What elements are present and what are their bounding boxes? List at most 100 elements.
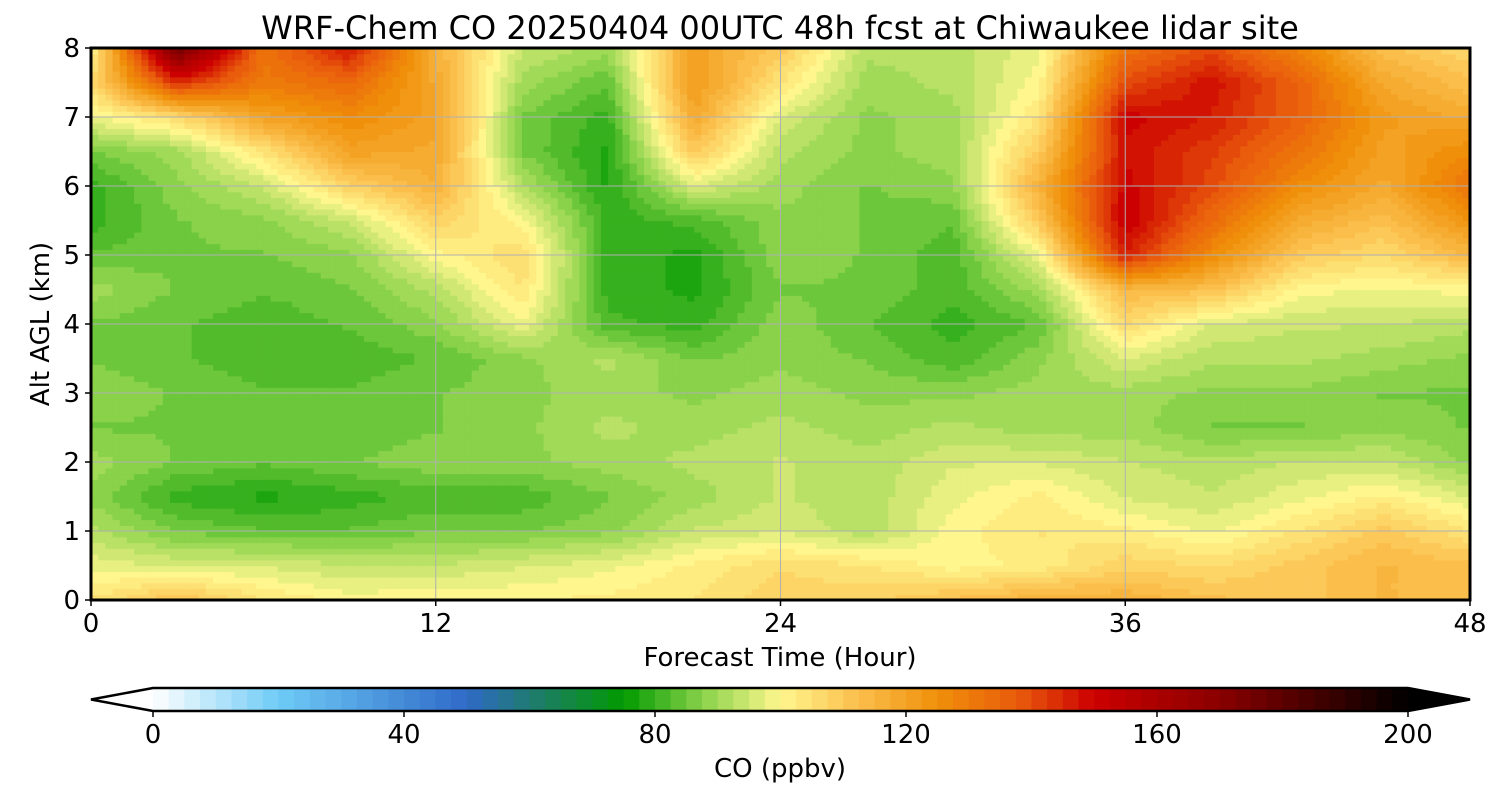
field-cell bbox=[766, 479, 774, 486]
field-cell bbox=[277, 565, 286, 572]
field-cell bbox=[1204, 582, 1213, 590]
field-cell bbox=[1319, 462, 1327, 469]
field-cell bbox=[407, 565, 415, 572]
field-cell bbox=[191, 496, 200, 503]
field-cell bbox=[1311, 467, 1320, 475]
field-cell bbox=[500, 531, 509, 538]
field-cell bbox=[823, 559, 832, 567]
field-cell bbox=[629, 485, 638, 492]
field-cell bbox=[191, 462, 200, 469]
field-cell bbox=[665, 513, 674, 521]
field-cell bbox=[787, 536, 796, 544]
field-cell bbox=[593, 467, 602, 475]
field-cell bbox=[198, 485, 207, 492]
field-cell bbox=[313, 462, 322, 469]
field-cell bbox=[1039, 502, 1047, 509]
field-cell bbox=[119, 485, 128, 492]
field-cell bbox=[715, 588, 724, 595]
field-cell bbox=[1197, 531, 1205, 538]
field-cell bbox=[1225, 525, 1234, 532]
field-cell bbox=[816, 554, 825, 561]
field-cell bbox=[823, 513, 832, 521]
field-cell bbox=[98, 594, 106, 600]
field-cell bbox=[198, 450, 207, 457]
field-cell bbox=[486, 485, 494, 492]
field-cell bbox=[1383, 513, 1392, 521]
field-cell bbox=[227, 582, 236, 590]
field-cell bbox=[758, 531, 767, 538]
field-cell bbox=[1398, 548, 1406, 555]
field-cell bbox=[471, 513, 480, 521]
field-cell bbox=[1074, 548, 1083, 555]
field-cell bbox=[1153, 496, 1162, 503]
field-cell bbox=[435, 588, 444, 595]
field-cell bbox=[1362, 519, 1371, 526]
field-cell bbox=[1376, 582, 1385, 590]
field-cell bbox=[866, 496, 875, 503]
field-cell bbox=[1118, 502, 1126, 509]
field-cell bbox=[794, 473, 803, 480]
field-cell bbox=[328, 508, 336, 515]
field-cell bbox=[794, 588, 803, 595]
field-cell bbox=[342, 548, 351, 555]
field-cell bbox=[1297, 542, 1306, 549]
field-cell bbox=[457, 548, 466, 555]
field-cell bbox=[514, 531, 523, 538]
field-cell bbox=[486, 467, 494, 475]
field-cell bbox=[1218, 565, 1227, 572]
field-cell bbox=[1247, 490, 1256, 498]
field-cell bbox=[1311, 462, 1320, 469]
field-cell bbox=[1441, 467, 1450, 475]
field-cell bbox=[320, 577, 329, 584]
field-cell bbox=[1304, 531, 1313, 538]
field-cell bbox=[335, 485, 343, 492]
field-cell bbox=[270, 525, 279, 532]
field-cell bbox=[184, 571, 193, 578]
field-cell bbox=[371, 473, 379, 480]
field-cell bbox=[1096, 536, 1105, 544]
field-cell bbox=[845, 548, 853, 555]
field-cell bbox=[220, 485, 229, 492]
field-cell bbox=[629, 525, 638, 532]
field-cell bbox=[1211, 594, 1220, 600]
field-cell bbox=[198, 473, 207, 480]
field-cell bbox=[363, 502, 372, 509]
field-cell bbox=[658, 577, 667, 584]
field-cell bbox=[514, 577, 523, 584]
field-cell bbox=[112, 548, 121, 555]
field-cell bbox=[1390, 536, 1399, 544]
field-cell bbox=[888, 559, 897, 567]
field-cell bbox=[1053, 490, 1062, 498]
field-cell bbox=[486, 594, 494, 600]
field-cell bbox=[672, 473, 681, 480]
field-cell bbox=[320, 467, 329, 475]
field-cell bbox=[421, 462, 430, 469]
field-cell bbox=[974, 467, 983, 475]
field-cell bbox=[924, 490, 932, 498]
field-cell bbox=[1110, 485, 1119, 492]
field-cell bbox=[1434, 490, 1442, 498]
field-cell bbox=[960, 513, 968, 521]
field-cell bbox=[679, 513, 688, 521]
field-cell bbox=[550, 594, 559, 600]
field-cell bbox=[184, 594, 193, 600]
field-cell bbox=[141, 519, 150, 526]
field-cell bbox=[938, 485, 947, 492]
field-cell bbox=[845, 473, 853, 480]
field-cell bbox=[263, 513, 272, 521]
field-cell bbox=[960, 525, 968, 532]
field-cell bbox=[873, 525, 882, 532]
field-cell bbox=[514, 508, 523, 515]
field-cell bbox=[191, 594, 200, 600]
field-cell bbox=[299, 508, 308, 515]
field-cell bbox=[701, 479, 710, 486]
field-cell bbox=[1326, 565, 1335, 572]
field-cell bbox=[622, 571, 631, 578]
field-cell bbox=[1060, 542, 1069, 549]
field-cell bbox=[1017, 490, 1026, 498]
field-cell bbox=[1189, 577, 1198, 584]
field-cell bbox=[119, 525, 128, 532]
field-cell bbox=[105, 496, 114, 503]
field-cell bbox=[442, 496, 451, 503]
